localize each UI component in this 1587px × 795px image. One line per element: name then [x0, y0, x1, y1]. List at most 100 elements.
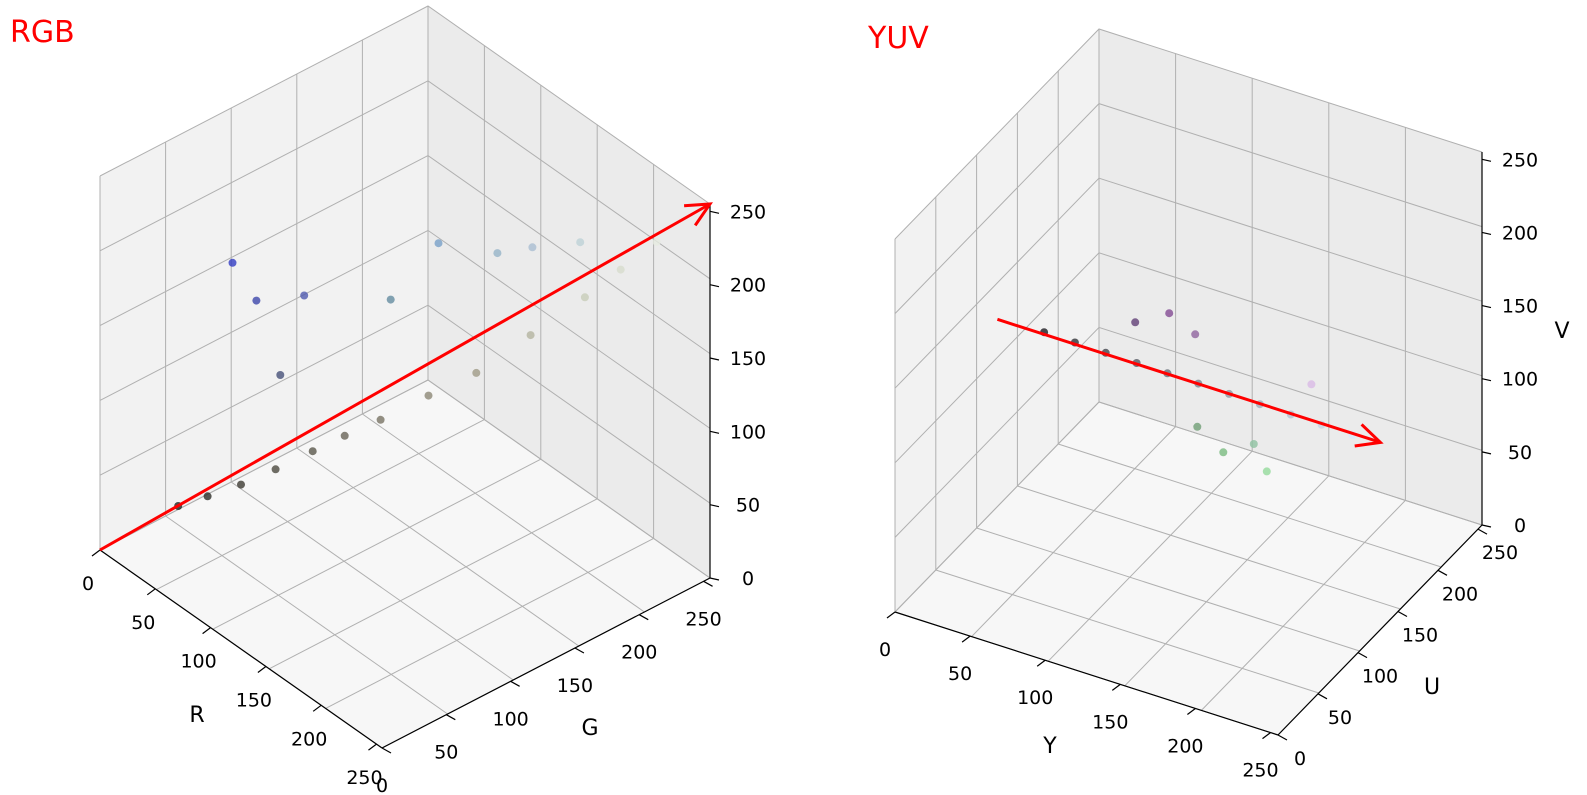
- x-tick: [1036, 659, 1046, 667]
- y-axis-label: U: [1424, 675, 1440, 700]
- x-tick: [202, 627, 211, 635]
- grid-line: [427, 379, 711, 579]
- z-axis-label: V: [1554, 319, 1569, 344]
- left-back-pane: [100, 6, 428, 550]
- grid-line: [1058, 443, 1442, 568]
- x-axis-label: Y: [1042, 734, 1057, 759]
- data-point: [308, 447, 317, 456]
- z-tick-label: 100: [730, 421, 766, 443]
- x-tick-label: 200: [1167, 735, 1203, 757]
- data-point: [1307, 380, 1316, 389]
- y-tick-label: 100: [1362, 666, 1398, 688]
- x-tick: [1262, 732, 1271, 740]
- y-tick-label: 100: [492, 708, 528, 730]
- z-tick-label: 200: [1502, 222, 1538, 244]
- x-tick-label: 150: [236, 689, 272, 711]
- data-point: [1131, 318, 1140, 327]
- y-tick-label: 200: [1442, 583, 1478, 605]
- x-tick-label: 50: [131, 612, 155, 634]
- y-axis-line: [381, 577, 711, 749]
- x-tick-label: 100: [180, 651, 216, 673]
- x-tick: [1187, 707, 1196, 715]
- x-tick-label: 0: [82, 573, 94, 595]
- floor-pane: [895, 402, 1482, 735]
- y-tick: [1277, 734, 1288, 741]
- floor-pane: [100, 380, 710, 748]
- y-tick: [1477, 528, 1488, 535]
- data-point: [1193, 422, 1202, 431]
- grid-line: [296, 447, 580, 647]
- x-tick: [1111, 683, 1121, 691]
- y-tick: [1317, 693, 1328, 700]
- y-tick: [446, 714, 456, 721]
- data-point: [203, 492, 212, 501]
- z-tick-label: 0: [1514, 515, 1526, 537]
- grid-line: [1124, 475, 1330, 687]
- y-tick: [1397, 610, 1408, 617]
- data-point: [252, 296, 261, 305]
- principal-arrow: [99, 202, 711, 552]
- z-tick: [1481, 158, 1492, 162]
- data-point: [652, 237, 661, 246]
- y-axis-line: [1277, 524, 1483, 736]
- x-axis-line: [894, 611, 1279, 736]
- data-point: [300, 291, 309, 300]
- z-tick: [1481, 231, 1492, 236]
- z-tick: [709, 284, 720, 288]
- data-point: [434, 239, 443, 248]
- data-point: [1249, 440, 1258, 448]
- grid-line: [156, 419, 485, 591]
- data-point: [340, 431, 349, 440]
- y-tick-label: 50: [434, 742, 458, 764]
- y-tick-label: 50: [1328, 707, 1352, 729]
- y-axis-label: G: [581, 716, 598, 741]
- data-point: [376, 415, 385, 424]
- z-tick: [1481, 524, 1492, 528]
- z-tick-label: 0: [742, 568, 754, 590]
- data-point: [386, 295, 395, 304]
- z-tick-label: 200: [730, 275, 766, 297]
- z-tick: [709, 210, 720, 214]
- x-tick-label: 250: [346, 767, 382, 789]
- data-point: [228, 258, 237, 267]
- data-point: [528, 243, 537, 252]
- data-point: [472, 368, 481, 377]
- grid-line: [1098, 401, 1483, 526]
- z-tick: [1481, 451, 1492, 455]
- x-tick-label: 150: [1092, 711, 1128, 733]
- grid-line: [268, 498, 598, 670]
- z-tick: [709, 357, 720, 361]
- data-point: [616, 265, 625, 274]
- x-tick: [961, 635, 971, 643]
- grid-line: [976, 527, 1360, 652]
- data-point: [493, 249, 502, 258]
- x-tick-label: 200: [291, 728, 327, 750]
- y-tick: [638, 614, 649, 621]
- grid-line: [325, 537, 654, 709]
- data-point: [276, 371, 285, 379]
- z-tick: [1481, 305, 1492, 309]
- right-back-pane: [428, 6, 710, 578]
- x-tick: [91, 549, 101, 557]
- z-tick: [709, 504, 720, 508]
- data-point: [1165, 309, 1174, 318]
- y-tick: [381, 747, 392, 754]
- y-tick: [1437, 569, 1448, 576]
- chart-title: YUV: [867, 21, 929, 56]
- grid-line: [1017, 485, 1401, 610]
- z-tick-label: 50: [1508, 442, 1532, 464]
- z-tick-label: 150: [730, 348, 766, 370]
- y-tick: [703, 580, 713, 587]
- yuv-3d-scatter-plot: 0501001502002500501001502002500501001502…: [867, 21, 1570, 782]
- z-tick-label: 50: [736, 495, 760, 517]
- y-tick-label: 150: [1402, 624, 1438, 646]
- y-tick: [1357, 652, 1368, 659]
- x-tick-label: 250: [1242, 760, 1278, 782]
- z-tick: [709, 430, 720, 434]
- principal-arrow: [996, 317, 1381, 444]
- data-point: [1219, 448, 1228, 457]
- data-point: [580, 293, 589, 302]
- z-tick-label: 250: [730, 201, 766, 223]
- rgb-3d-scatter-plot: 0501001502002500501001502002500501001502…: [10, 5, 766, 795]
